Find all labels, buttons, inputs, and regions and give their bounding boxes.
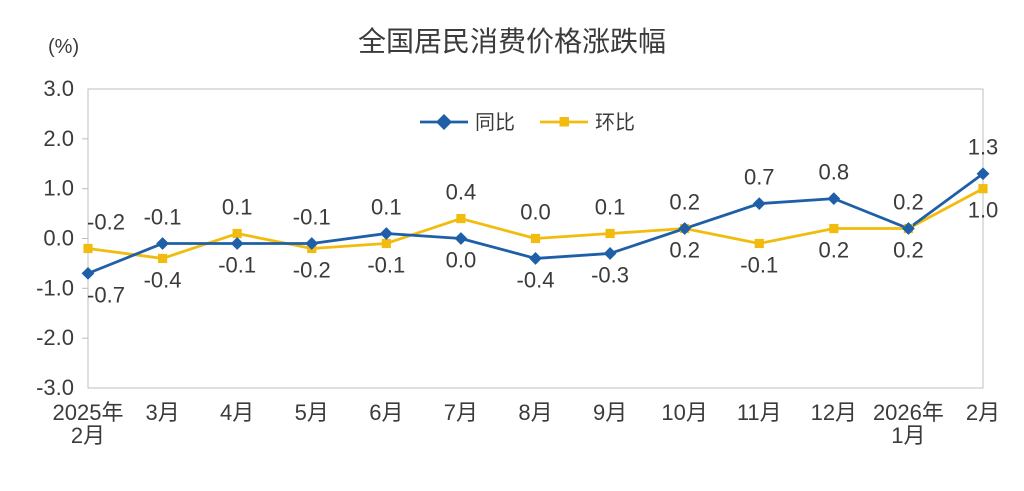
svg-text:9月: 9月 [593,400,627,425]
svg-text:0.0: 0.0 [446,248,477,273]
svg-text:-0.1: -0.1 [367,252,405,277]
svg-text:-0.4: -0.4 [517,267,555,292]
svg-text:3月: 3月 [145,400,179,425]
svg-text:0.1: 0.1 [371,195,402,220]
svg-text:0.2: 0.2 [893,190,924,215]
svg-text:11月: 11月 [737,400,782,425]
svg-text:-0.1: -0.1 [740,252,778,277]
svg-text:0.0: 0.0 [43,226,74,251]
svg-text:0.2: 0.2 [669,190,700,215]
svg-text:5月: 5月 [295,400,329,425]
svg-text:0.4: 0.4 [446,180,477,205]
svg-text:1月: 1月 [891,423,925,448]
svg-text:2025年: 2025年 [53,400,124,425]
svg-text:8月: 8月 [518,400,552,425]
svg-text:6月: 6月 [369,400,403,425]
svg-text:0.1: 0.1 [222,195,253,220]
svg-text:1.0: 1.0 [968,198,999,223]
svg-text:2026年: 2026年 [873,400,944,425]
svg-text:0.7: 0.7 [744,165,775,190]
svg-text:2月: 2月 [71,423,105,448]
svg-text:1.0: 1.0 [43,176,74,201]
svg-text:3.0: 3.0 [43,76,74,101]
svg-text:-0.2: -0.2 [87,209,125,234]
svg-text:-0.2: -0.2 [293,257,331,282]
svg-text:0.8: 0.8 [819,160,850,185]
svg-text:1.3: 1.3 [968,135,999,160]
svg-text:0.2: 0.2 [819,238,850,263]
svg-text:-3.0: -3.0 [36,375,74,400]
svg-text:12月: 12月 [811,400,857,425]
svg-text:同比: 同比 [475,111,515,134]
svg-text:2.0: 2.0 [43,126,74,151]
svg-text:-0.7: -0.7 [87,282,125,307]
svg-text:-0.3: -0.3 [591,262,629,287]
svg-text:-0.4: -0.4 [144,267,182,292]
svg-text:-0.1: -0.1 [144,204,182,229]
svg-text:0.2: 0.2 [669,238,700,263]
svg-text:-1.0: -1.0 [36,275,74,300]
svg-text:0.1: 0.1 [595,195,626,220]
svg-text:10月: 10月 [661,400,707,425]
svg-text:0.2: 0.2 [893,238,924,263]
svg-text:-0.1: -0.1 [293,204,331,229]
svg-text:0.0: 0.0 [520,200,551,225]
svg-text:7月: 7月 [444,400,478,425]
svg-text:-0.1: -0.1 [218,252,256,277]
svg-text:-2.0: -2.0 [36,325,74,350]
svg-text:2月: 2月 [966,400,1000,425]
svg-text:环比: 环比 [595,111,635,134]
svg-text:4月: 4月 [220,400,254,425]
